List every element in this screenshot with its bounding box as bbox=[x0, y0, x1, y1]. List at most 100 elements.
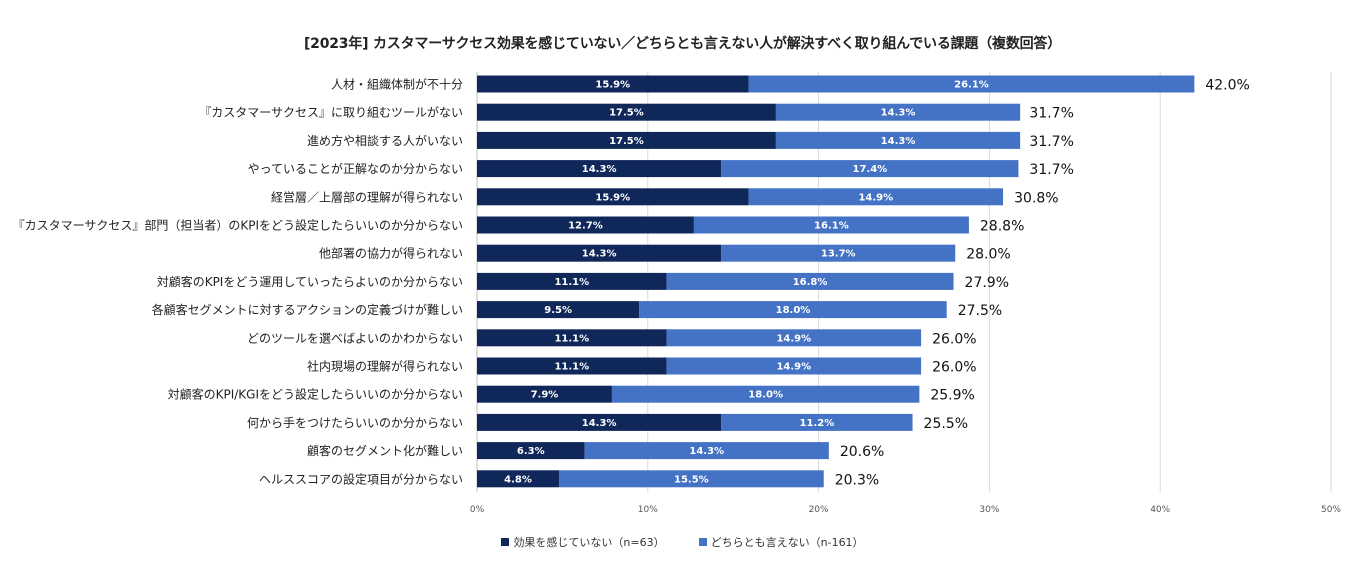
total-label: 27.9% bbox=[965, 275, 1009, 291]
bar-segment-neutral bbox=[639, 301, 947, 319]
total-label: 27.5% bbox=[958, 303, 1002, 319]
total-label: 25.9% bbox=[930, 388, 974, 404]
legend-item-series-2: どちらとも言えない（n-161） bbox=[698, 534, 864, 550]
bar-segment-not-effective bbox=[477, 216, 694, 234]
legend-swatch-series-1 bbox=[501, 538, 510, 546]
total-label: 26.0% bbox=[932, 331, 976, 347]
bar-segment-not-effective bbox=[477, 131, 776, 149]
data-label: 11.1% bbox=[554, 362, 589, 373]
data-label: 14.3% bbox=[582, 249, 617, 260]
bar-segment-neutral bbox=[721, 244, 956, 262]
bar-segment-neutral bbox=[558, 470, 824, 488]
total-label: 31.7% bbox=[1029, 134, 1073, 150]
category-label: 顧客のセグメント化が難しい bbox=[307, 443, 463, 458]
legend-label-series-1: 効果を感じていない（n=63） bbox=[513, 536, 665, 549]
total-label: 31.7% bbox=[1029, 106, 1073, 122]
bar-segment-not-effective bbox=[477, 160, 722, 178]
data-label: 14.3% bbox=[689, 446, 724, 457]
bar-segment-not-effective bbox=[477, 188, 749, 206]
bar-segment-neutral bbox=[775, 103, 1021, 121]
bar-segment-not-effective bbox=[477, 329, 667, 347]
bar-segment-not-effective bbox=[477, 244, 722, 262]
category-label: 他部署の協力が得られない bbox=[319, 246, 463, 261]
category-label: 『カスタマーサクセス』部門（担当者）のKPIをどう設定したらいいのか分からない bbox=[13, 218, 463, 233]
x-tick-label: 20% bbox=[809, 505, 829, 515]
data-label: 12.7% bbox=[568, 221, 603, 232]
category-label: 各顧客セグメントに対するアクションの定義づけが難しい bbox=[152, 302, 463, 317]
total-label: 28.0% bbox=[966, 247, 1010, 263]
data-label: 18.0% bbox=[776, 305, 811, 316]
bar-segment-neutral bbox=[611, 385, 920, 403]
data-label: 15.9% bbox=[595, 192, 630, 203]
bar-segment-neutral bbox=[666, 329, 922, 347]
data-label: 14.3% bbox=[582, 418, 617, 429]
category-label: 社内現場の理解が得られない bbox=[307, 359, 463, 374]
category-label: 経営層／上層部の理解が得られない bbox=[271, 189, 463, 204]
category-label: やっていることが正解なのか分からない bbox=[248, 161, 463, 176]
bar-segment-neutral bbox=[721, 160, 1019, 178]
chart-title: [2023年] カスタマーサクセス効果を感じていない／どちらとも言えない人が解決… bbox=[303, 36, 1062, 52]
bar-segment-not-effective bbox=[477, 301, 640, 319]
legend-swatch-series-2 bbox=[698, 538, 707, 546]
data-label: 17.4% bbox=[852, 164, 887, 175]
data-label: 14.3% bbox=[881, 108, 916, 119]
bar-segment-not-effective bbox=[477, 357, 667, 375]
data-label: 11.1% bbox=[554, 333, 589, 344]
total-label: 26.0% bbox=[932, 360, 976, 376]
bar-segment-not-effective bbox=[477, 75, 749, 93]
category-label: 進め方や相談する人がいない bbox=[307, 133, 463, 148]
legend-label-series-2: どちらとも言えない（n-161） bbox=[710, 536, 864, 549]
data-label: 13.7% bbox=[821, 249, 856, 260]
category-label: 対顧客のKPIをどう運用していったらよいのか分からない bbox=[157, 274, 463, 289]
data-label: 14.9% bbox=[858, 192, 893, 203]
data-label: 16.8% bbox=[793, 277, 828, 288]
bar-segment-not-effective bbox=[477, 385, 612, 403]
total-label: 20.3% bbox=[835, 472, 879, 488]
x-tick-label: 40% bbox=[1150, 505, 1170, 515]
data-label: 11.2% bbox=[800, 418, 835, 429]
data-label: 18.0% bbox=[748, 390, 783, 401]
category-label: 『カスタマーサクセス』に取り組むツールがない bbox=[199, 105, 463, 120]
total-label: 30.8% bbox=[1014, 190, 1058, 206]
data-label: 14.9% bbox=[776, 362, 811, 373]
x-tick-label: 10% bbox=[638, 505, 658, 515]
bar-segment-neutral bbox=[748, 188, 1004, 206]
bar-segment-neutral bbox=[666, 357, 922, 375]
bar-segment-not-effective bbox=[477, 442, 585, 460]
total-label: 20.6% bbox=[840, 444, 884, 460]
category-label: ヘルススコアの設定項目が分からない bbox=[259, 471, 463, 486]
bar-segment-not-effective bbox=[477, 470, 559, 488]
category-label: どのツールを選べばよいのかわからない bbox=[247, 331, 463, 345]
bar-segment-not-effective bbox=[477, 103, 776, 121]
total-label: 42.0% bbox=[1205, 78, 1249, 94]
data-label: 15.5% bbox=[674, 474, 709, 485]
bar-segment-neutral bbox=[666, 272, 954, 290]
legend-item-series-1: 効果を感じていない（n=63） bbox=[501, 534, 665, 550]
data-label: 17.5% bbox=[609, 108, 644, 119]
category-label: 対顧客のKPI/KGIをどう設定したらいいのか分からない bbox=[168, 387, 463, 402]
total-label: 31.7% bbox=[1029, 162, 1073, 178]
x-tick-label: 50% bbox=[1321, 505, 1341, 515]
data-label: 9.5% bbox=[544, 305, 572, 316]
bar-segment-neutral bbox=[748, 75, 1195, 93]
x-tick-label: 30% bbox=[979, 505, 999, 515]
total-label: 25.5% bbox=[924, 416, 968, 432]
category-label: 何から手をつけたらいいのか分からない bbox=[247, 416, 463, 430]
data-label: 17.5% bbox=[609, 136, 644, 147]
data-label: 14.9% bbox=[776, 333, 811, 344]
total-label: 28.8% bbox=[980, 219, 1024, 235]
data-label: 15.9% bbox=[595, 80, 630, 91]
x-tick-label: 0% bbox=[470, 505, 485, 515]
legend: 効果を感じていない（n=63） どちらとも言えない（n-161） bbox=[0, 534, 1365, 550]
data-label: 6.3% bbox=[517, 446, 545, 457]
bar-segment-not-effective bbox=[477, 272, 667, 290]
data-label: 4.8% bbox=[504, 474, 532, 485]
data-label: 16.1% bbox=[814, 221, 849, 232]
data-label: 14.3% bbox=[582, 164, 617, 175]
bar-segment-neutral bbox=[693, 216, 969, 234]
data-label: 26.1% bbox=[954, 80, 989, 91]
bar-segment-neutral bbox=[721, 413, 913, 431]
data-label: 14.3% bbox=[881, 136, 916, 147]
